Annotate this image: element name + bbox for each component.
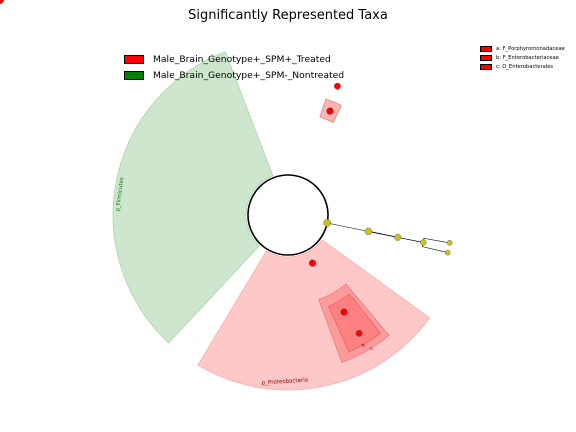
legend-item-treated: Male_Brain_Genotype+_SPM+_Treated [124,51,344,67]
clade-label-b: b [361,342,367,349]
sector-proteobacteria [197,239,430,391]
clade-key-label-b: b: F_Enterobacteriaceae [496,54,559,61]
genus-branch-3-0-0-0-1 [422,246,448,253]
sector-label-proteobacteria: p_Proteobacteria [262,377,309,386]
tree-nodes [0,0,453,337]
clade-key-item-a: a: F_Porphyromonadaceae [480,44,565,53]
enriched-node-b-142 [355,329,363,337]
genus-node-99 [444,249,451,256]
sector-firmicutes [112,51,274,344]
sector-label-firmicutes: p_Firmicutes [115,177,125,212]
enriched-node-a-child-140 [334,82,341,90]
family-branch [397,236,424,243]
phylum-node-138 [0,0,4,4]
class-branch [327,222,369,232]
enriched-node-class-143 [308,259,317,267]
clade-key-label-c: c: O_Enterobacterales [496,63,554,70]
legend-label-treated: Male_Brain_Genotype+_SPM+_Treated [153,53,331,65]
legend: Male_Brain_Genotype+_SPM+_Treated Male_B… [124,51,344,83]
order-node-101 [394,233,402,241]
genus-node-98 [446,239,453,246]
clade-key: a: F_Porphyromonadaceae b: F_Enterobacte… [480,44,565,71]
clade-key-swatch-b [480,54,492,61]
root-ring [247,174,329,256]
order-branch [368,230,398,238]
family-node-100 [420,239,427,246]
clade-key-swatch-c [480,63,492,70]
genus-branch-3-0-0-0-0 [423,238,450,244]
class-node-102 [364,227,373,236]
clade-key-label-a: a: F_Porphyromonadaceae [496,45,565,52]
clade-key-item-b: b: F_Enterobacteriaceae [480,53,565,62]
enriched-node-a-139 [326,107,334,115]
clade-key-item-c: c: O_Enterobacterales [480,62,565,71]
legend-swatch-nontreated [124,70,144,80]
enriched-node-c-141 [340,308,348,316]
sector-clade-b [328,293,381,353]
clade-label-c: c [369,346,375,353]
phylum-node-103 [323,219,332,227]
clade-key-swatch-a [480,45,492,52]
clade-label-a: a [328,106,333,113]
figure-title: Significantly Represented Taxa [188,8,388,23]
legend-label-nontreated: Male_Brain_Genotype+_SPM-_Nontreated [153,69,345,81]
tree-branches [0,0,450,256]
legend-item-nontreated: Male_Brain_Genotype+_SPM-_Nontreated [124,67,344,83]
highlight-sectors [112,51,430,391]
legend-swatch-treated [124,54,144,64]
sector-labels: p_Firmicutes p_Proteobacteria a b c [115,106,374,387]
